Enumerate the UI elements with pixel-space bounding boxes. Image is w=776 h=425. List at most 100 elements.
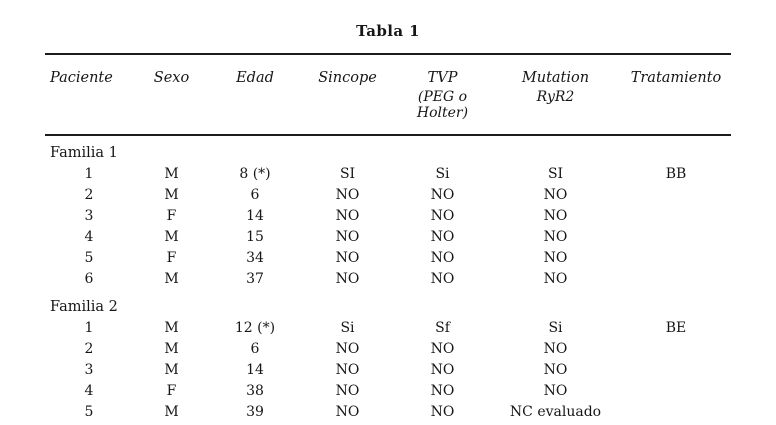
table-cell: F xyxy=(166,383,177,399)
table-cell: NO xyxy=(543,362,568,378)
table-cell: NO xyxy=(430,208,455,224)
table-cell: 37 xyxy=(246,271,264,287)
table-cell: M xyxy=(164,229,179,245)
table-cell: M xyxy=(164,166,179,182)
table-row: 3 M 14 NO NO NO xyxy=(45,360,731,381)
family-group-row: Familia 2 xyxy=(45,290,731,318)
table-row: 2 M 6 NO NO NO xyxy=(45,185,731,206)
table-cell: 38 xyxy=(246,383,264,399)
table-cell: 4 xyxy=(84,383,94,399)
column-header-label: Tratamiento xyxy=(630,70,722,86)
table-cell: 14 xyxy=(246,362,264,378)
table-cell: 8 (*) xyxy=(239,166,271,182)
table-header: Paciente Sexo Edad Sincope TVP (PEG o Ho… xyxy=(45,54,731,135)
table-cell: M xyxy=(164,271,179,287)
table-cell: NO xyxy=(335,208,360,224)
table-cell: 34 xyxy=(246,250,264,266)
table-cell: 6 xyxy=(250,341,260,357)
table-cell: NO xyxy=(430,187,455,203)
table-cell: NC evaluado xyxy=(509,404,602,420)
table-cell: 3 xyxy=(84,208,94,224)
column-header-label: Sexo xyxy=(153,70,190,86)
column-header-sublabel: RyR2 xyxy=(536,89,575,105)
table-cell: NO xyxy=(430,404,455,420)
table-cell: NO xyxy=(430,229,455,245)
table-cell xyxy=(621,402,731,423)
table-cell: NO xyxy=(543,229,568,245)
column-header-label: Edad xyxy=(236,70,274,86)
table-cell: NO xyxy=(543,187,568,203)
family-group-label: Familia 2 xyxy=(50,299,118,315)
table-cell: NO xyxy=(430,383,455,399)
table-body: Familia 1 1 M 8 (*) SI Si SI BB 2 M 6 NO NO NO 3 F 14 NO N… xyxy=(45,135,731,423)
column-header-tvp: TVP (PEG o Holter) xyxy=(395,54,490,135)
table-cell xyxy=(621,269,731,290)
table-cell: 2 xyxy=(84,341,94,357)
table-cell: 5 xyxy=(84,250,94,266)
table-cell: NO xyxy=(543,383,568,399)
table-cell: 6 xyxy=(250,187,260,203)
table-cell: 2 xyxy=(84,187,94,203)
table-cell xyxy=(621,248,731,269)
column-header-sublabel: (PEG o Holter) xyxy=(416,89,469,121)
table-cell: F xyxy=(166,250,177,266)
family-group-row: Familia 1 xyxy=(45,135,731,164)
family-group-label: Familia 1 xyxy=(50,145,118,161)
table-title: Tabla 1 xyxy=(356,22,420,40)
table-cell: 4 xyxy=(84,229,94,245)
table-cell: Sf xyxy=(435,320,450,336)
table-cell: 14 xyxy=(246,208,264,224)
table-cell: SI xyxy=(339,166,356,182)
table-cell: NO xyxy=(543,250,568,266)
table-cell: NO xyxy=(335,341,360,357)
table-cell: 1 xyxy=(84,166,94,182)
column-header-label: TVP xyxy=(427,70,458,86)
table-cell: Si xyxy=(548,320,563,336)
table-cell xyxy=(621,360,731,381)
table-row: 1 M 12 (*) Si Sf Si BE xyxy=(45,318,731,339)
table-row: 4 M 15 NO NO NO xyxy=(45,227,731,248)
table-row: 5 F 34 NO NO NO xyxy=(45,248,731,269)
column-header-paciente: Paciente xyxy=(45,54,133,135)
table-cell: SI xyxy=(547,166,564,182)
table-cell: M xyxy=(164,187,179,203)
table-cell: 12 (*) xyxy=(234,320,276,336)
table-cell: 3 xyxy=(84,362,94,378)
table-cell: M xyxy=(164,320,179,336)
table-cell: NO xyxy=(543,271,568,287)
table-cell: NO xyxy=(335,271,360,287)
table-cell: M xyxy=(164,362,179,378)
column-header-label: Mutation xyxy=(521,70,590,86)
table-cell xyxy=(621,339,731,360)
table-cell: NO xyxy=(430,341,455,357)
column-header-edad: Edad xyxy=(210,54,300,135)
table-row: 1 M 8 (*) SI Si SI BB xyxy=(45,164,731,185)
table-cell: NO xyxy=(335,229,360,245)
table-cell: NO xyxy=(335,187,360,203)
table-cell xyxy=(621,206,731,227)
table-cell: M xyxy=(164,341,179,357)
table-cell: 5 xyxy=(84,404,94,420)
table-cell: F xyxy=(166,208,177,224)
column-header-sexo: Sexo xyxy=(133,54,210,135)
table-cell: 6 xyxy=(84,271,94,287)
table-cell: NO xyxy=(335,383,360,399)
table-cell: NO xyxy=(430,250,455,266)
table-cell: Si xyxy=(435,166,450,182)
patients-table: Paciente Sexo Edad Sincope TVP (PEG o Ho… xyxy=(45,53,731,423)
column-header-tratamiento: Tratamiento xyxy=(621,54,731,135)
table-cell: BE xyxy=(665,320,687,336)
table-row: 3 F 14 NO NO NO xyxy=(45,206,731,227)
table-cell: NO xyxy=(430,362,455,378)
table-cell: 15 xyxy=(246,229,264,245)
header-row: Paciente Sexo Edad Sincope TVP (PEG o Ho… xyxy=(45,54,731,135)
table-row: 2 M 6 NO NO NO xyxy=(45,339,731,360)
table-cell: M xyxy=(164,404,179,420)
column-header-sincope: Sincope xyxy=(300,54,395,135)
table-cell: Si xyxy=(340,320,355,336)
table-cell: NO xyxy=(335,250,360,266)
column-header-label: Sincope xyxy=(318,70,377,86)
table-cell: BB xyxy=(665,166,687,182)
table-row: 6 M 37 NO NO NO xyxy=(45,269,731,290)
